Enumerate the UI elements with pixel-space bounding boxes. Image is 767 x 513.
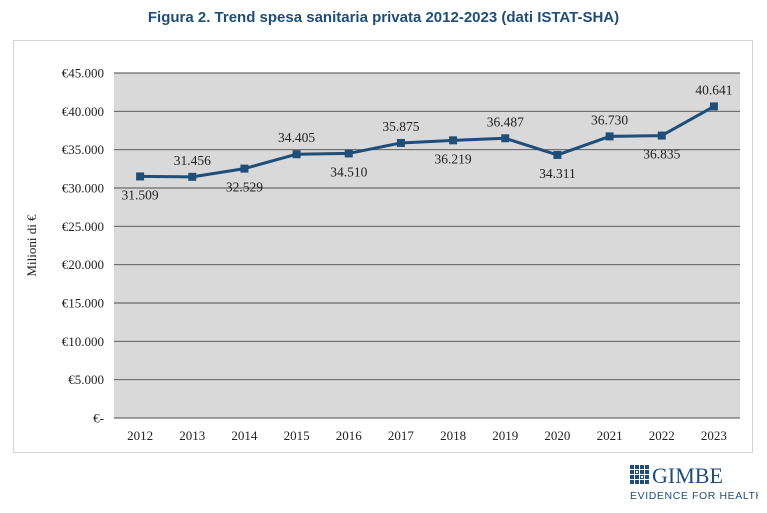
data-point-marker (344, 149, 353, 158)
gimbe-logo-icon: GIMBE EVIDENCE FOR HEALTH (630, 463, 763, 502)
data-point-marker (605, 132, 614, 141)
data-label: 35.875 (382, 119, 419, 134)
data-point-marker (136, 172, 145, 181)
data-label: 36.835 (643, 147, 680, 162)
y-tick-labels: €- €5.000 €10.000 €15.000 €20.000 €25.000 €30.… (62, 66, 104, 426)
logo-tagline: EVIDENCE FOR HEALTH (630, 490, 758, 502)
x-tick-label: 2017 (388, 428, 415, 443)
data-point-marker (553, 150, 562, 159)
data-label: 36.487 (487, 114, 524, 129)
y-tick-label: €5.000 (68, 372, 104, 387)
x-tick-label: 2015 (284, 428, 310, 443)
gimbe-logo: GIMBE EVIDENCE FOR HEALTH (628, 462, 763, 508)
data-label: 31.456 (174, 153, 211, 168)
data-label: 34.311 (539, 166, 576, 181)
x-tick-label: 2019 (492, 428, 518, 443)
x-tick-label: 2012 (127, 428, 153, 443)
y-tick-label: €20.000 (62, 257, 104, 272)
logo-name: GIMBE (652, 463, 723, 488)
data-point-marker (501, 134, 510, 143)
y-tick-label: €25.000 (62, 219, 104, 234)
y-tick-label: €40.000 (62, 104, 104, 119)
data-label: 32.529 (226, 180, 263, 195)
data-label: 34.405 (278, 130, 315, 145)
x-tick-label: 2014 (231, 428, 258, 443)
data-point-marker (449, 136, 458, 145)
data-point-marker (396, 138, 405, 147)
x-tick-labels: 2012 2013 2014 2015 2016 2017 2018 2019 2020 2021… (127, 428, 727, 443)
chart-title: Figura 2. Trend spesa sanitaria privata … (147, 9, 620, 26)
x-tick-label: 2018 (440, 428, 466, 443)
y-tick-label: €30.000 (62, 181, 104, 196)
series-line-group (136, 102, 718, 181)
line-chart: €- €5.000 €10.000 €15.000 €20.000 €25.000 €30.… (24, 66, 740, 443)
data-point-marker (188, 172, 197, 181)
y-tick-label: €45.000 (62, 66, 104, 81)
y-tick-label: €15.000 (62, 296, 104, 311)
x-tick-label: 2013 (179, 428, 205, 443)
data-point-marker (657, 131, 666, 140)
x-tick-label: 2016 (336, 428, 363, 443)
x-tick-label: 2020 (544, 428, 570, 443)
data-label: 31.509 (122, 187, 159, 202)
gridlines (114, 72, 740, 419)
data-label-group: 31.509 31.456 32.529 34.405 34.510 35.875 36.2… (122, 82, 733, 202)
data-point-marker (292, 150, 301, 159)
y-tick-label: €- (93, 411, 104, 426)
plot-background (114, 73, 740, 418)
x-tick-label: 2022 (649, 428, 675, 443)
data-label: 40.641 (695, 82, 732, 97)
y-tick-label: €10.000 (62, 334, 104, 349)
data-label: 36.730 (591, 112, 628, 127)
data-point-marker (709, 102, 718, 111)
chart-area: €- €5.000 €10.000 €15.000 €20.000 €25.000 €30.… (13, 40, 753, 453)
data-label: 34.510 (330, 164, 367, 179)
data-point-marker (240, 164, 249, 173)
y-tick-label: €35.000 (62, 142, 104, 157)
series-line (140, 105, 715, 179)
x-tick-label: 2021 (597, 428, 623, 443)
y-axis-title: Milioni di € (24, 214, 39, 277)
x-tick-label: 2023 (701, 428, 727, 443)
data-label: 36.219 (435, 151, 472, 166)
